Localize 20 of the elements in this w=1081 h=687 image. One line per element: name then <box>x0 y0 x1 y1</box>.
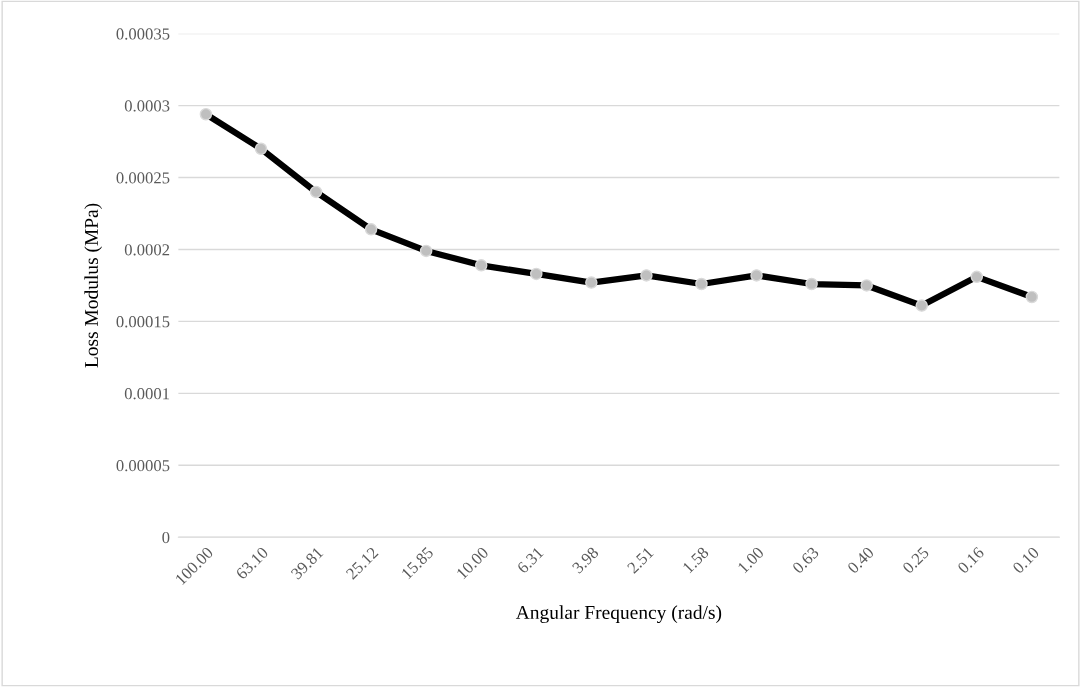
y-tick-label: 0.0001 <box>124 388 170 400</box>
x-tick-label: 0.40 <box>846 546 875 575</box>
y-tick-label: 0 <box>162 531 170 544</box>
x-tick-label: 1.58 <box>682 546 710 574</box>
x-tick-label: 0.25 <box>901 546 930 575</box>
y-tick-label: 0.00015 <box>116 316 170 328</box>
y-tick-label: 0.0003 <box>124 100 170 112</box>
x-tick-label: 2.51 <box>626 546 655 575</box>
x-tick-label: 6.31 <box>516 546 544 575</box>
y-tick-label: 0.00005 <box>116 459 170 472</box>
y-tick-label: 0.00035 <box>116 28 170 40</box>
y-tick-label: 0.00025 <box>116 172 170 184</box>
x-tick-label: 0.10 <box>1012 546 1040 575</box>
x-tick-label: 3.98 <box>571 546 600 574</box>
x-axis-title: Angular Frequency (rad/s) <box>515 605 722 624</box>
x-tick-label: 1.00 <box>737 546 765 574</box>
y-tick-label: 0.0002 <box>124 244 170 256</box>
x-tick-label: 0.63 <box>791 546 820 575</box>
x-tick-label: 0.16 <box>956 546 985 575</box>
y-axis-title: Loss Modulus (MPa) <box>84 203 102 368</box>
